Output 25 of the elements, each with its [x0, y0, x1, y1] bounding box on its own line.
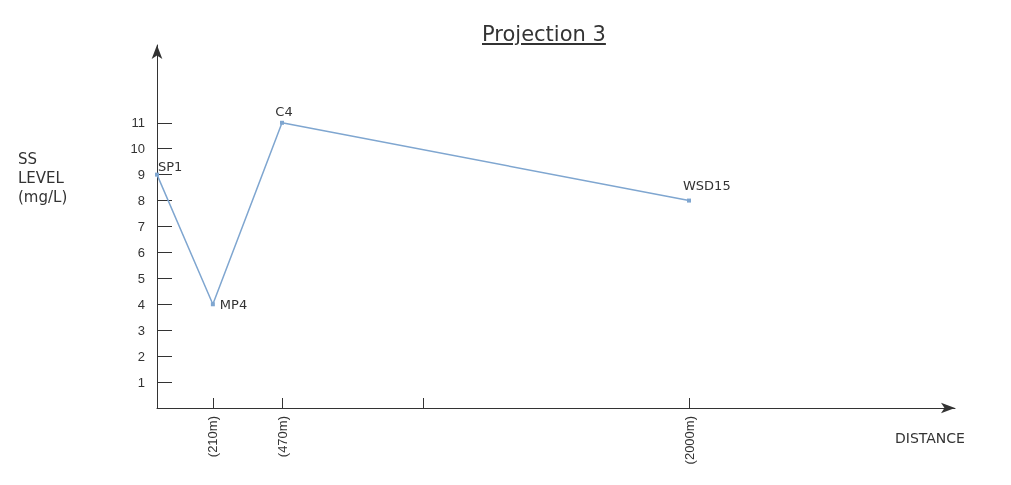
point: [280, 120, 285, 125]
y-tick-label: 3: [137, 322, 145, 338]
x-tick-label: (470m): [274, 416, 290, 458]
y-tick-label: 4: [137, 296, 145, 312]
y-tick-label: 9: [137, 167, 145, 183]
y-axis-title: SS LEVEL (mg/L): [18, 150, 68, 207]
point: [687, 198, 691, 203]
point: [155, 172, 159, 177]
y-tick-label: 11: [131, 115, 145, 131]
y-tick-label: 10: [130, 141, 145, 157]
point: [210, 302, 215, 307]
annotation: C4: [275, 103, 293, 119]
y-tick-label: 8: [137, 193, 145, 209]
y-tick-label: 6: [137, 244, 145, 260]
y-tick-label: 7: [137, 219, 145, 234]
chart-title: Projection 3: [482, 22, 606, 46]
x-tick-label: (210m): [205, 416, 221, 458]
y-tick-label: 2: [137, 348, 145, 364]
annotation: MP4: [219, 296, 248, 312]
y-tick-label: 1: [137, 374, 145, 390]
y-tick-label: 5: [137, 270, 145, 286]
x-tick-label: (2000m): [681, 416, 697, 465]
annotation: SP1: [158, 159, 183, 175]
x-axis-title: DISTANCE: [895, 430, 965, 446]
annotation: WSD15: [683, 177, 731, 193]
